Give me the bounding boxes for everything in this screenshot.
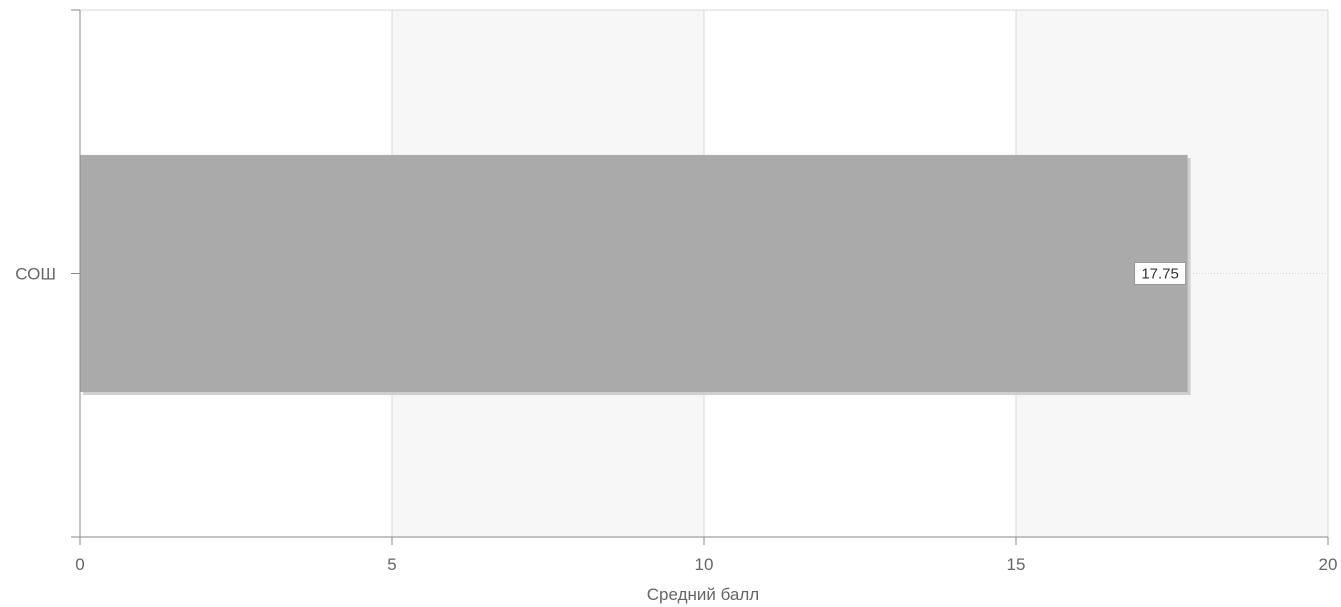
bar xyxy=(80,154,1188,393)
data-label: 17.75 xyxy=(1141,266,1179,283)
x-tick-label: 0 xyxy=(75,555,84,574)
tick-labels: СОШ 0 5 10 15 20 xyxy=(15,265,1337,575)
data-label-box xyxy=(1134,262,1187,285)
axes xyxy=(71,9,1329,545)
x-tick-label: 20 xyxy=(1319,555,1338,574)
bar-series: 17.75 xyxy=(80,154,1191,396)
y-tick-label: СОШ xyxy=(15,265,56,284)
x-tick-label: 5 xyxy=(387,555,396,574)
x-tick-label: 10 xyxy=(695,555,714,574)
x-axis-title: Средний балл xyxy=(647,585,759,604)
x-tick-label: 15 xyxy=(1007,555,1026,574)
